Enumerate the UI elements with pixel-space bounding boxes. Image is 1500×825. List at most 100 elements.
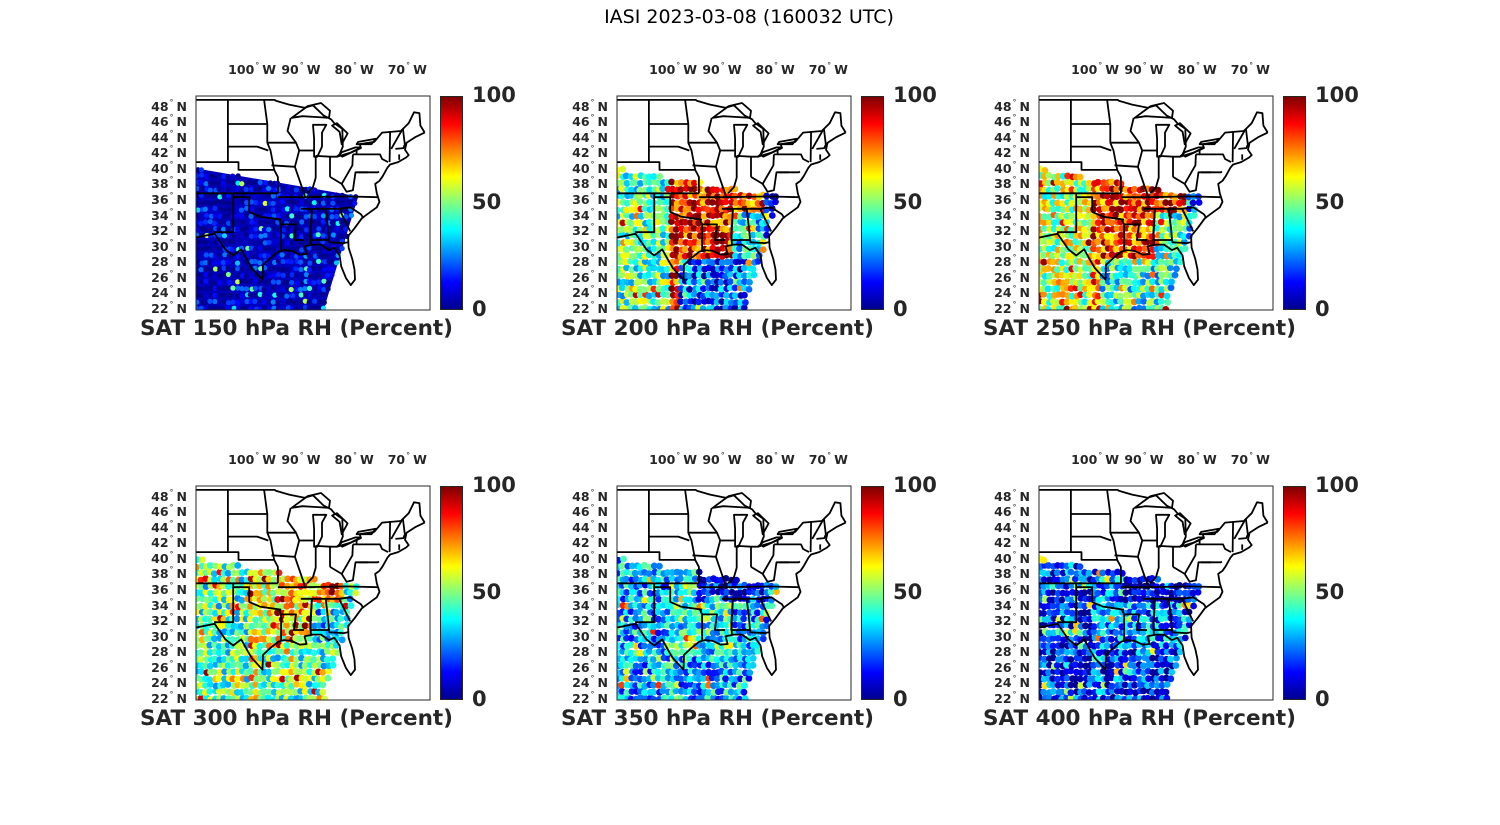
rh-point (1171, 271, 1179, 279)
rh-point (1099, 576, 1106, 583)
rh-point (261, 187, 267, 193)
rh-point (655, 696, 663, 700)
state-border (1195, 540, 1201, 546)
rh-point (736, 245, 743, 253)
rh-point (306, 278, 312, 284)
lat-tick-label: 24° N (572, 674, 608, 691)
axes-frame (1038, 485, 1274, 701)
state-border (271, 554, 306, 589)
rh-point (261, 635, 268, 643)
rh-point (204, 173, 210, 180)
state-border (811, 129, 825, 150)
rh-point (226, 293, 232, 299)
rh-point (270, 576, 278, 584)
rh-point (650, 635, 658, 643)
rh-point (305, 680, 313, 688)
rh-point (759, 635, 767, 643)
rh-point (211, 576, 218, 583)
rh-point (709, 265, 717, 273)
rh-point (311, 200, 317, 206)
rh-point (267, 246, 273, 252)
rh-point (1046, 272, 1053, 280)
lat-tick-label: 42° N (994, 144, 1030, 161)
rh-point (741, 272, 748, 279)
rh-point (252, 688, 260, 696)
rh-point (1063, 266, 1070, 274)
rh-point (1064, 172, 1071, 180)
rh-point (1054, 675, 1061, 683)
rh-point (325, 280, 331, 286)
rh-point (217, 266, 223, 272)
rh-point (324, 272, 331, 278)
rh-point (1112, 199, 1120, 207)
rh-point (238, 213, 244, 219)
rh-point (627, 173, 635, 180)
rh-point (1072, 284, 1080, 292)
rh-point (686, 615, 694, 623)
rh-point (695, 669, 703, 677)
rh-point (1153, 675, 1161, 682)
rh-point (311, 280, 317, 286)
lon-tick-label: 100° W (1071, 451, 1120, 467)
rh-point (1135, 297, 1143, 305)
map-axes (195, 95, 431, 311)
rh-point (1049, 642, 1057, 650)
rh-point (280, 688, 287, 696)
rh-point (225, 174, 232, 180)
lat-tick-label: 42° N (572, 144, 608, 161)
rh-point (1040, 219, 1048, 226)
rh-point (226, 232, 232, 238)
rh-point (306, 253, 312, 259)
rh-point (257, 291, 263, 297)
rh-point (649, 656, 657, 663)
rh-point (265, 627, 272, 635)
lon-tick-label: 90° W (281, 61, 321, 77)
rh-point (1081, 219, 1088, 227)
rh-point (296, 668, 304, 675)
rh-point (239, 226, 245, 233)
rh-point (207, 219, 213, 225)
rh-point (691, 609, 699, 617)
rh-point (690, 225, 698, 232)
rh-point (633, 239, 640, 246)
rh-point (1090, 278, 1098, 286)
state-border (329, 171, 368, 193)
rh-point (269, 675, 277, 683)
rh-point (650, 696, 657, 700)
lat-tick-label: 48° N (994, 97, 1030, 114)
rh-point (247, 569, 254, 577)
rh-point (1122, 284, 1129, 292)
rh-point (1144, 259, 1152, 267)
rh-point (636, 245, 644, 253)
rh-point (663, 198, 671, 206)
rh-point (217, 194, 223, 200)
great-lake-outline (355, 137, 377, 146)
rh-point (198, 239, 204, 245)
rh-point (1126, 576, 1134, 584)
rh-point (1103, 192, 1111, 200)
state-border (402, 128, 406, 146)
rh-point (1099, 305, 1107, 310)
rh-point (320, 662, 328, 670)
state-border (702, 223, 725, 241)
rh-point (234, 562, 242, 569)
rh-point (267, 219, 273, 225)
rh-point (216, 306, 222, 310)
rh-point (623, 634, 630, 642)
rh-point (298, 266, 304, 273)
rh-point (628, 279, 635, 286)
rh-point (299, 280, 305, 286)
rh-point (226, 220, 232, 226)
rh-point (306, 267, 312, 273)
rh-point (1067, 694, 1075, 700)
rh-point (262, 253, 268, 259)
rh-point (705, 681, 712, 689)
rh-point (202, 299, 208, 306)
rh-point (1181, 634, 1189, 642)
rh-point (1159, 232, 1166, 240)
state-border (1149, 155, 1160, 194)
rh-point (275, 299, 281, 306)
rh-point (275, 272, 282, 278)
rh-point (1148, 186, 1156, 193)
colorbar-tick-label: 100 (1315, 83, 1359, 107)
